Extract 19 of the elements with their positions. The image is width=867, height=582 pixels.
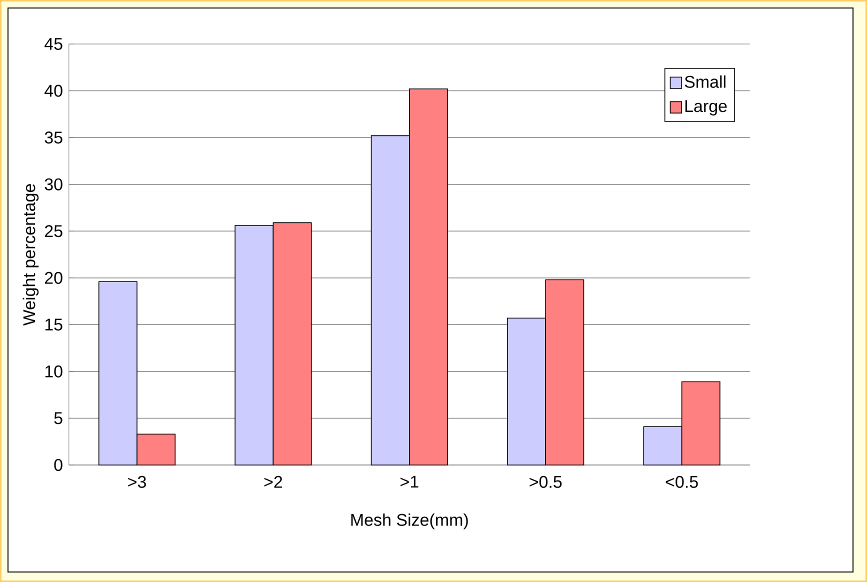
y-tick-label: 40 <box>44 84 62 97</box>
x-tick-label: <0.5 <box>666 476 698 488</box>
y-tick-label: 10 <box>45 365 62 378</box>
y-tick-label: 0 <box>54 458 62 472</box>
y-tick-label: 45 <box>44 38 62 50</box>
x-tick-label: >3 <box>128 476 146 488</box>
y-tick-label: 35 <box>44 132 62 144</box>
x-tick-label: >1 <box>400 476 418 488</box>
x-tick-label: >2 <box>264 476 282 488</box>
y-tick-label: 15 <box>45 318 62 331</box>
y-tick-label: 25 <box>44 225 62 238</box>
y-tick-label: 5 <box>54 412 62 424</box>
legend-label: Large <box>685 100 727 116</box>
y-tick-label: 30 <box>44 178 62 190</box>
legend-label: Small <box>684 75 726 88</box>
x-axis-title: Mesh Size(mm) <box>351 513 468 530</box>
y-tick-label: 20 <box>44 272 62 284</box>
y-axis-title: Weight percentage <box>22 184 39 326</box>
x-tick-label: >0.5 <box>530 476 562 488</box>
